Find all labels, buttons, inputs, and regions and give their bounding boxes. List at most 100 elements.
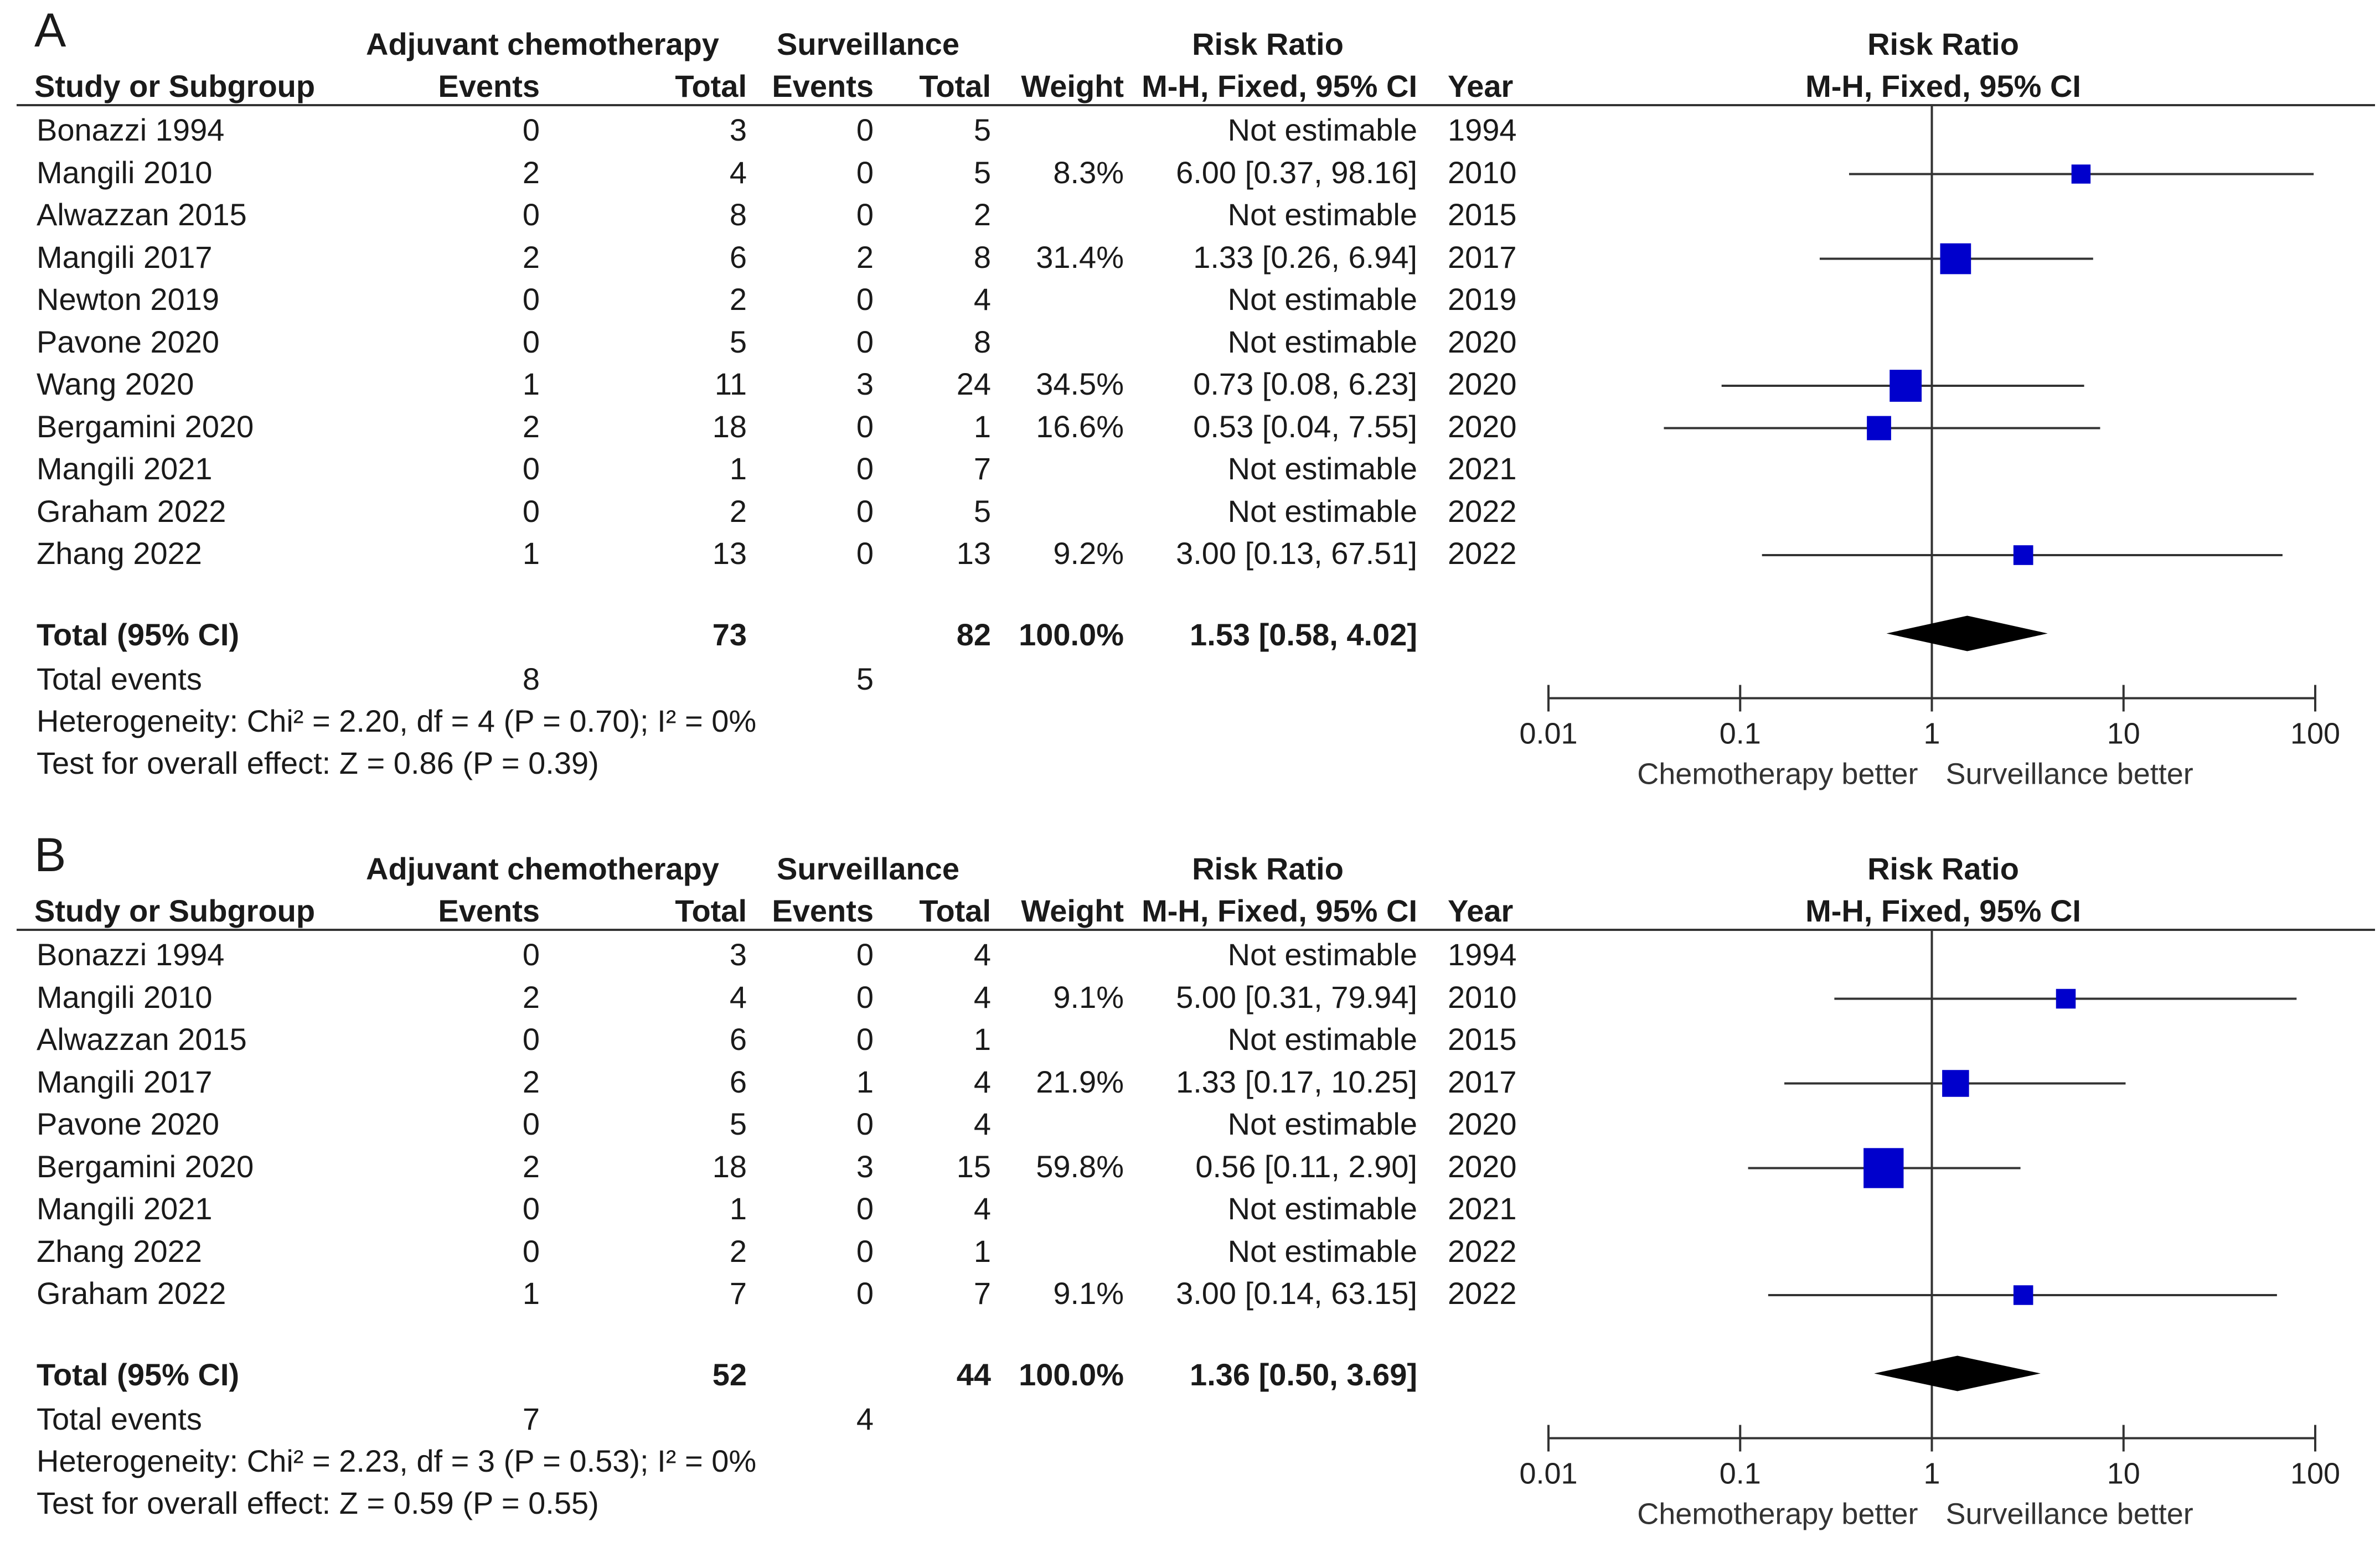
study-name: Mangili 2010 [37,979,213,1015]
risk-ratio-ci: 3.00 [0.14, 63.15] [1176,1276,1417,1311]
total-n-chemo: 52 [712,1357,747,1392]
events-surveillance: 3 [856,366,874,401]
study-weight: 8.3% [1053,154,1124,190]
risk-ratio-ci: 6.00 [0.37, 98.16] [1176,154,1417,190]
risk-ratio-ci: 1.33 [0.17, 10.25] [1176,1064,1417,1099]
header-events-2: Events [772,893,874,928]
header-total-1: Total [675,893,747,928]
risk-ratio-ci: Not estimable [1227,197,1417,232]
total-surveillance: 8 [973,239,991,275]
study-weight: 31.4% [1036,239,1124,275]
total-label: Total (95% CI) [37,1357,240,1392]
study-name: Mangili 2021 [37,451,213,486]
events-chemo: 0 [522,1233,540,1269]
total-surveillance: 7 [973,1276,991,1311]
total-events-chemo: 8 [522,661,540,696]
events-surveillance: 0 [856,536,874,571]
study-year: 2015 [1448,1022,1517,1057]
events-surveillance: 0 [856,979,874,1015]
header-year: Year [1448,69,1514,103]
study-year: 1994 [1448,112,1517,147]
total-chemo: 3 [729,937,747,972]
total-surveillance: 4 [973,282,991,317]
total-surveillance: 7 [973,451,991,486]
header-group-surveillance: Surveillance [777,27,959,61]
total-chemo: 6 [729,239,747,275]
total-weight: 100.0% [1019,617,1124,652]
risk-ratio-ci: 0.56 [0.11, 2.90] [1195,1148,1417,1184]
header-divider [17,104,2375,106]
study-marker [2056,988,2076,1009]
events-chemo: 2 [522,979,540,1015]
forest-panel-a: A Adjuvant chemotherapy Surveillance Risk R… [0,0,2380,791]
header-risk-ratio-plot: Risk Ratio [1867,851,2019,886]
study-year: 2022 [1448,1276,1517,1311]
study-marker [2013,1285,2033,1305]
study-year: 2010 [1448,154,1517,190]
study-year: 2021 [1448,1191,1517,1226]
x-tick-label: 0.1 [1720,1457,1761,1490]
total-events-label: Total events [37,1401,202,1436]
study-name: Pavone 2020 [37,1106,220,1141]
events-chemo: 1 [522,366,540,401]
total-chemo: 13 [712,536,747,571]
axis-label-surveillance-better: Surveillance better [1946,1498,2193,1531]
total-chemo: 8 [729,197,747,232]
study-year: 2020 [1448,324,1517,359]
pooled-diamond [1886,615,2048,651]
forest-plot-svg: 0.01 0.1 1 10 100 Chemotherapy better Surveill… [1519,930,2340,1531]
header-risk-ratio-table: Risk Ratio [1192,851,1344,886]
events-chemo: 2 [522,408,540,444]
total-chemo: 2 [729,1233,747,1269]
header-group-surveillance: Surveillance [777,851,959,886]
risk-ratio-ci: Not estimable [1227,324,1417,359]
study-marker [1867,416,1891,441]
events-surveillance: 0 [856,1233,874,1269]
study-weight: 9.1% [1053,979,1124,1015]
study-weight: 34.5% [1036,366,1124,401]
forest-plot-svg: 0.01 0.1 1 10 100 Chemotherapy better Surveill… [1519,105,2340,791]
axis-label-surveillance-better: Surveillance better [1946,758,2193,791]
total-ci: 1.53 [0.58, 4.02] [1190,617,1417,652]
events-chemo: 0 [522,937,540,972]
total-n-chemo: 73 [712,617,747,652]
events-surveillance: 0 [856,324,874,359]
events-chemo: 0 [522,282,540,317]
total-surveillance: 1 [973,1022,991,1057]
study-year: 2020 [1448,408,1517,444]
events-surveillance: 0 [856,1276,874,1311]
x-tick-label: 10 [2107,1457,2140,1490]
total-surveillance: 4 [973,1106,991,1141]
pooled-diamond [1874,1355,2041,1391]
header-total-1: Total [675,69,747,103]
x-tick-label: 100 [2290,1457,2340,1490]
header-events-1: Events [438,893,540,928]
study-marker [1889,370,1922,402]
study-name: Graham 2022 [37,493,226,529]
study-name: Wang 2020 [37,366,194,401]
total-chemo: 2 [729,282,747,317]
total-n-surveillance: 82 [956,617,991,652]
risk-ratio-ci: Not estimable [1227,1233,1417,1269]
study-name: Zhang 2022 [37,536,202,571]
events-chemo: 0 [522,451,540,486]
events-chemo: 0 [522,1106,540,1141]
events-surveillance: 0 [856,112,874,147]
events-surveillance: 0 [856,282,874,317]
total-chemo: 4 [729,154,747,190]
events-surveillance: 3 [856,1148,874,1184]
header-group-chemotherapy: Adjuvant chemotherapy [366,27,719,61]
total-surveillance: 1 [973,1233,991,1269]
total-ci: 1.36 [0.50, 3.69] [1190,1357,1417,1392]
total-n-surveillance: 44 [956,1357,991,1392]
risk-ratio-ci: Not estimable [1227,112,1417,147]
total-surveillance: 4 [973,937,991,972]
risk-ratio-ci: 5.00 [0.31, 79.94] [1176,979,1417,1015]
header-total-2: Total [919,893,991,928]
risk-ratio-ci: Not estimable [1227,1022,1417,1057]
total-events-chemo: 7 [522,1401,540,1436]
events-chemo: 0 [522,324,540,359]
study-marker [1940,243,1971,275]
events-chemo: 2 [522,154,540,190]
events-chemo: 0 [522,1022,540,1057]
